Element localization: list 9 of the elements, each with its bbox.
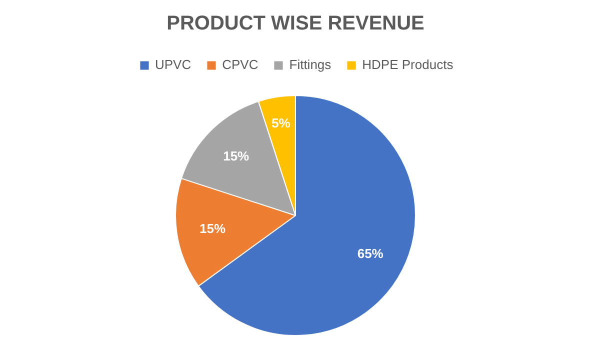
data-label: 65% [357,246,384,262]
data-label: 5% [271,116,291,131]
data-label: 15% [223,148,250,164]
data-label: 15% [200,221,226,236]
chart-title: PRODUCT WISE REVENUE [166,12,424,34]
legend-label: CPVC [222,57,258,72]
legend-label: Fittings [289,57,332,72]
legend-label: UPVC [155,57,192,72]
legend-label: HDPE Products [362,57,454,72]
